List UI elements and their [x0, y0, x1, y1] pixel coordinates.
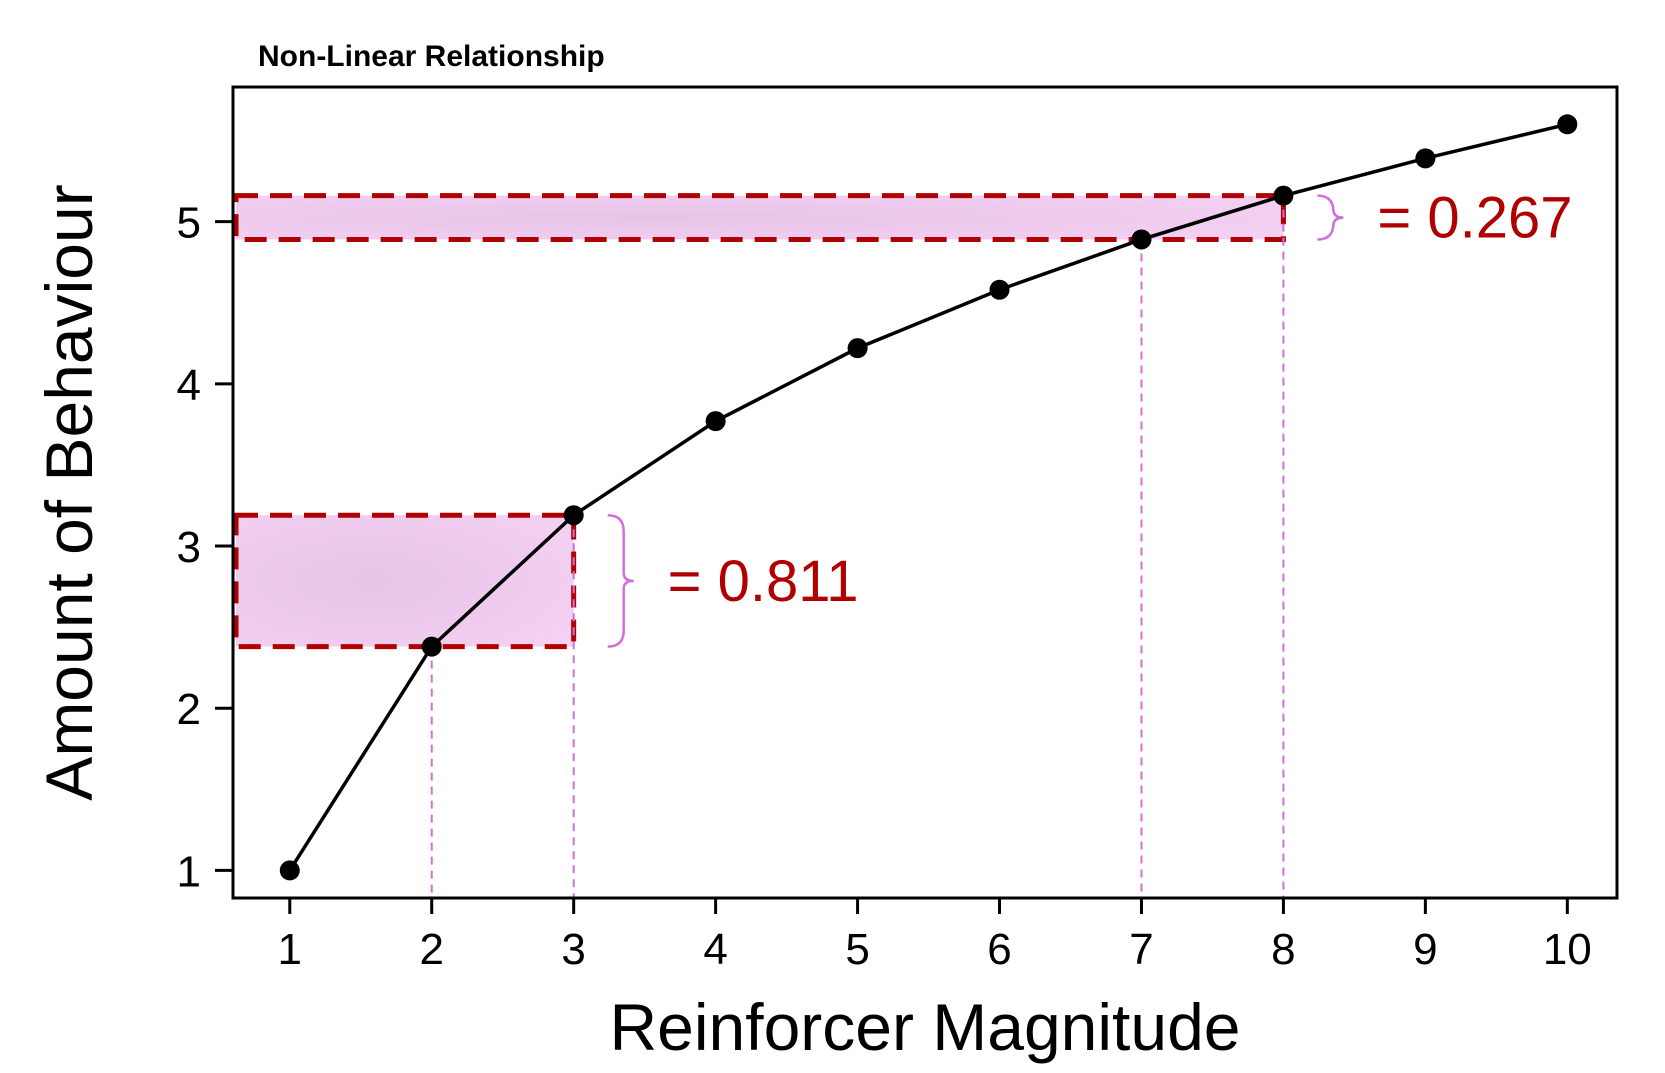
- annotation-layer: = 0.811 = 0.267: [607, 186, 1573, 648]
- x-tick-label: 2: [419, 925, 443, 974]
- data-point: [1415, 148, 1436, 169]
- series-line: [288, 122, 1568, 872]
- x-tick-label: 9: [1413, 925, 1437, 974]
- highlight-box: [233, 193, 1286, 242]
- y-tick-label: 2: [177, 685, 201, 734]
- annotation-label: = 0.267: [1377, 186, 1572, 251]
- x-tick-label: 5: [845, 925, 869, 974]
- y-axis: 1 2 3 4 5: [177, 199, 233, 896]
- y-tick-label: 4: [177, 361, 201, 410]
- chart-title: Non-Linear Relationship: [258, 40, 605, 73]
- highlight-box: [233, 512, 577, 650]
- brace: [607, 513, 634, 648]
- x-tick-label: 4: [703, 925, 727, 974]
- data-point: [847, 338, 868, 359]
- data-point: [563, 505, 584, 526]
- highlight-layer: [233, 193, 1286, 650]
- series-layer: [279, 114, 1578, 881]
- data-point: [279, 860, 300, 881]
- data-point: [1131, 229, 1152, 250]
- x-tick-label: 6: [987, 925, 1011, 974]
- y-tick-label: 5: [177, 199, 201, 248]
- data-point: [705, 411, 726, 432]
- annotation-label: = 0.811: [668, 549, 859, 614]
- x-tick-label: 1: [278, 925, 302, 974]
- data-point: [989, 279, 1010, 300]
- brace: [1317, 194, 1344, 241]
- x-tick-label: 8: [1271, 925, 1295, 974]
- plot-frame: [231, 85, 1619, 900]
- data-point: [1273, 185, 1294, 206]
- x-axis-title: Reinforcer Magnitude: [610, 990, 1241, 1064]
- y-tick-label: 3: [177, 523, 201, 572]
- data-point: [1557, 114, 1578, 135]
- x-tick-label: 10: [1543, 925, 1592, 974]
- x-tick-label: 3: [561, 925, 585, 974]
- y-tick-label: 1: [177, 847, 201, 896]
- y-axis-title: Amount of Behaviour: [32, 184, 106, 800]
- x-axis: 1 2 3 4 5 6 7 8 9 10: [278, 898, 1592, 974]
- guide-lines: [430, 195, 1285, 898]
- x-tick-label: 7: [1129, 925, 1153, 974]
- data-point: [421, 636, 442, 657]
